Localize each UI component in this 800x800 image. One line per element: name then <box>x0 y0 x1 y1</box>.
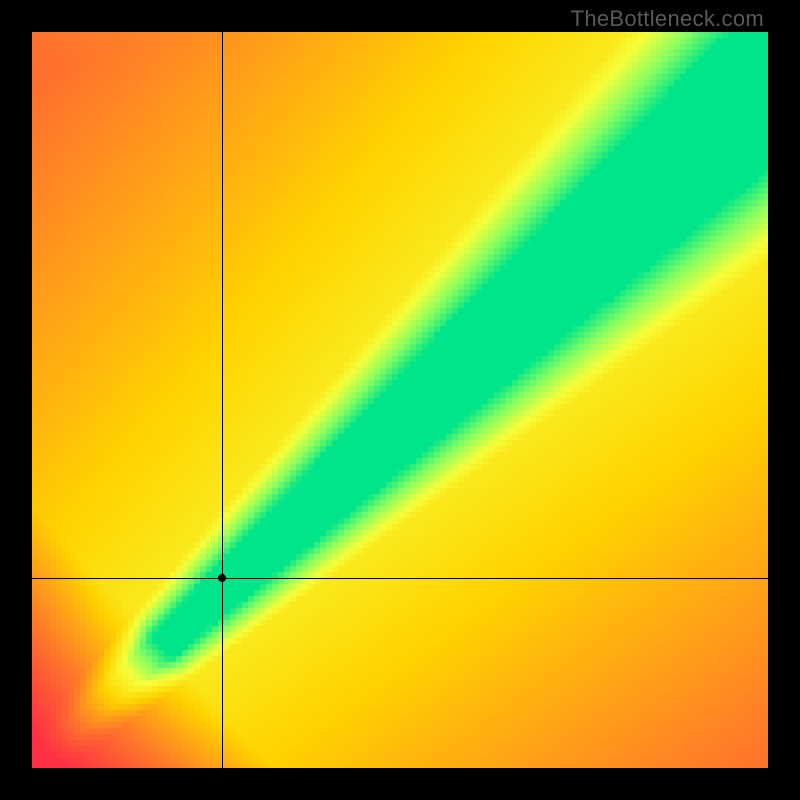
heatmap-canvas <box>32 32 768 768</box>
watermark-text: TheBottleneck.com <box>571 6 764 32</box>
heatmap-plot <box>32 32 768 768</box>
crosshair-horizontal <box>32 578 768 579</box>
chart-container: { "watermark": "TheBottleneck.com", "plo… <box>0 0 800 800</box>
crosshair-point <box>218 574 226 582</box>
crosshair-vertical <box>222 32 223 768</box>
